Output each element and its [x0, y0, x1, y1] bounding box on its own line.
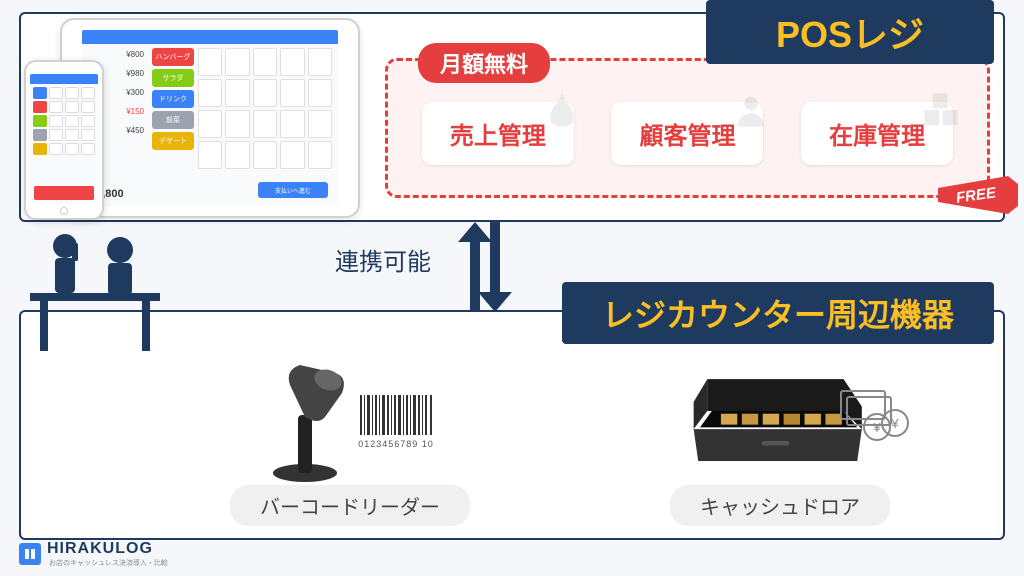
cashdrawer-label: キャッシュドロア	[670, 485, 890, 526]
tablet-categories: ハンバーグ サラダ ドリンク 前菜 デザート	[152, 48, 194, 150]
svg-text:¥: ¥	[872, 420, 881, 435]
free-features-box: 月額無料 売上管理 顧客管理 在庫管理	[385, 58, 990, 198]
peripheral-cashdrawer: ¥ ¥ キャッシュドロア	[670, 355, 890, 535]
tablet-screen: ハンバーグ サラダ ドリンク 前菜 デザート ¥800 ¥980 ¥300 ¥1…	[82, 30, 338, 206]
barcode-scanner-icon: 0123456789 10	[250, 355, 450, 485]
peripheral-barcode: 0123456789 10 バーコードリーダー	[230, 355, 470, 535]
tablet-pay-button: 支払いへ進む	[258, 182, 328, 198]
feature-inventory: 在庫管理	[801, 102, 953, 165]
barcode-label: バーコードリーダー	[230, 485, 470, 526]
person-icon	[731, 90, 771, 130]
peripherals-title: レジカウンター周辺機器	[562, 282, 994, 344]
pos-title: POSレジ	[706, 0, 994, 64]
svg-text:0123456789 10: 0123456789 10	[358, 439, 434, 449]
yen-coins-icon: ¥ ¥	[835, 385, 910, 450]
tablet-items-grid	[198, 48, 332, 169]
boxes-icon	[921, 90, 961, 130]
logo: HIRAKULOG お店のキャッシュレス決済導入・比較	[19, 540, 168, 568]
svg-text:¥: ¥	[890, 416, 899, 431]
link-arrows-icon	[450, 222, 520, 317]
phone-mockup	[24, 60, 104, 220]
feature-customer: 顧客管理	[611, 102, 763, 165]
logo-text: HIRAKULOG	[47, 540, 153, 557]
free-ribbon: FREE	[938, 176, 1018, 221]
link-label: 連携可能	[335, 242, 431, 277]
money-bag-icon	[542, 90, 582, 130]
logo-sub: お店のキャッシュレス決済導入・比較	[49, 558, 168, 568]
tablet-header	[82, 30, 338, 44]
phone-screen	[30, 74, 98, 204]
logo-icon	[19, 543, 41, 565]
counter-person-icon	[30, 228, 160, 358]
free-label: 月額無料	[418, 43, 550, 83]
feature-sales: 売上管理	[422, 102, 574, 165]
tablet-mockup: ハンバーグ サラダ ドリンク 前菜 デザート ¥800 ¥980 ¥300 ¥1…	[60, 18, 360, 218]
